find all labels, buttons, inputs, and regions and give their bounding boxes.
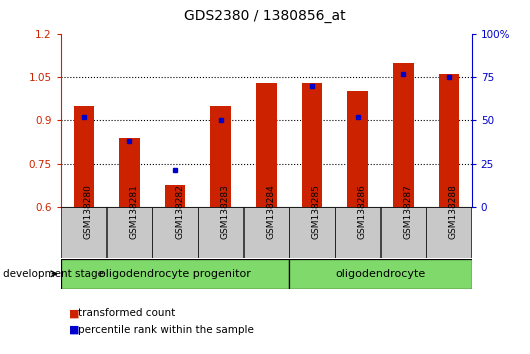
Bar <box>347 91 368 207</box>
Bar <box>119 138 140 207</box>
FancyBboxPatch shape <box>61 259 289 289</box>
FancyBboxPatch shape <box>61 207 107 258</box>
Text: transformed count: transformed count <box>78 308 175 318</box>
FancyBboxPatch shape <box>107 207 152 258</box>
Bar <box>256 83 277 207</box>
Text: GSM138284: GSM138284 <box>266 184 275 239</box>
Text: development stage: development stage <box>3 269 104 279</box>
Text: GSM138280: GSM138280 <box>84 184 93 239</box>
Bar <box>74 106 94 207</box>
Text: GSM138288: GSM138288 <box>449 184 458 239</box>
Bar <box>393 63 413 207</box>
FancyBboxPatch shape <box>335 207 380 258</box>
FancyBboxPatch shape <box>198 207 243 258</box>
FancyBboxPatch shape <box>426 207 472 258</box>
Bar <box>439 74 459 207</box>
Bar <box>165 184 186 207</box>
Text: percentile rank within the sample: percentile rank within the sample <box>78 325 254 335</box>
FancyBboxPatch shape <box>289 259 472 289</box>
FancyBboxPatch shape <box>244 207 289 258</box>
Bar <box>210 106 231 207</box>
Text: GDS2380 / 1380856_at: GDS2380 / 1380856_at <box>184 9 346 23</box>
Text: GSM138285: GSM138285 <box>312 184 321 239</box>
Text: oligodendrocyte: oligodendrocyte <box>335 269 426 279</box>
Text: GSM138281: GSM138281 <box>129 184 138 239</box>
Text: GSM138283: GSM138283 <box>220 184 229 239</box>
FancyBboxPatch shape <box>289 207 334 258</box>
Text: GSM138287: GSM138287 <box>403 184 412 239</box>
Bar <box>302 83 322 207</box>
FancyBboxPatch shape <box>153 207 198 258</box>
Text: ■: ■ <box>69 325 80 335</box>
Text: GSM138286: GSM138286 <box>358 184 367 239</box>
Text: oligodendrocyte progenitor: oligodendrocyte progenitor <box>99 269 251 279</box>
Text: GSM138282: GSM138282 <box>175 184 184 239</box>
FancyBboxPatch shape <box>381 207 426 258</box>
Text: ■: ■ <box>69 308 80 318</box>
